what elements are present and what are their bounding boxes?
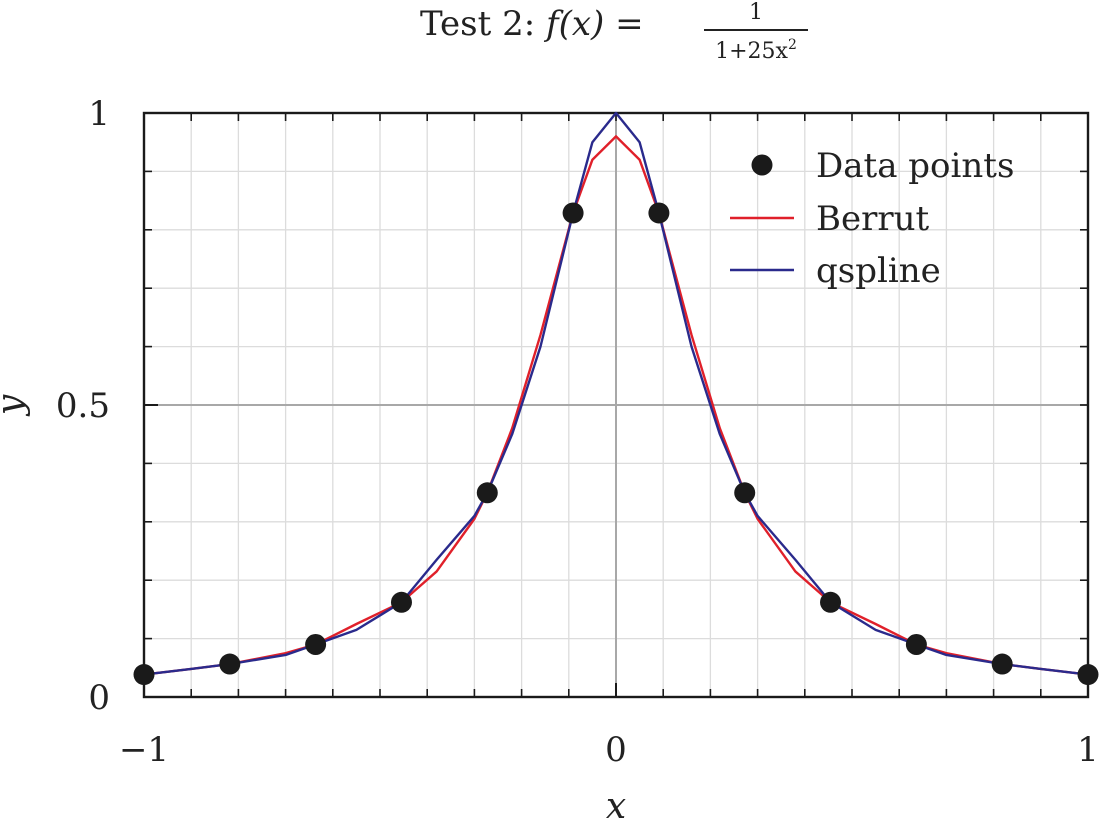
x-tick-label: −1 — [119, 730, 169, 770]
y-tick-label: 1 — [88, 94, 110, 134]
y-tick-label: 0 — [88, 678, 110, 718]
title-denominator: 1+25x2 — [700, 32, 812, 65]
fraction-bar — [704, 29, 808, 31]
series-line-berrut — [143, 135, 1089, 676]
y-axis-label: y — [0, 394, 31, 417]
y-tick-label: 0.5 — [56, 386, 110, 426]
title-denominator-exponent: 2 — [787, 37, 797, 53]
legend: Data points Berrut qspline — [730, 146, 1014, 291]
legend-label: Data points — [816, 146, 1014, 186]
x-tick-label: 0 — [605, 730, 627, 770]
legend-marker — [751, 154, 773, 176]
title-denominator-main: 1+25x — [715, 39, 788, 64]
chart-title: Test 2: f(x) = 1 1+25x2 — [0, 0, 1104, 70]
data-point — [991, 653, 1013, 675]
title-fraction: 1 1+25x2 — [700, 0, 812, 65]
grid — [144, 113, 1088, 697]
data-point — [219, 653, 241, 675]
x-tick-label: 1 — [1077, 730, 1099, 770]
legend-label: qspline — [816, 251, 941, 291]
title-function: f(x) = — [545, 4, 644, 44]
data-point — [905, 633, 927, 655]
series-layer — [143, 111, 1089, 676]
data-point — [133, 664, 155, 686]
title-prefix: Test 2: — [420, 4, 536, 44]
data-point — [820, 591, 842, 613]
legend-label: Berrut — [816, 199, 930, 239]
data-point — [734, 482, 756, 504]
data-point — [648, 202, 670, 224]
title-numerator: 1 — [749, 0, 763, 25]
data-points-layer — [133, 202, 1099, 686]
data-point — [390, 591, 412, 613]
data-point — [305, 633, 327, 655]
data-point — [562, 202, 584, 224]
data-point — [476, 482, 498, 504]
data-point — [1077, 664, 1099, 686]
series-line-qspline — [143, 111, 1089, 676]
x-axis-label: x — [606, 786, 626, 824]
